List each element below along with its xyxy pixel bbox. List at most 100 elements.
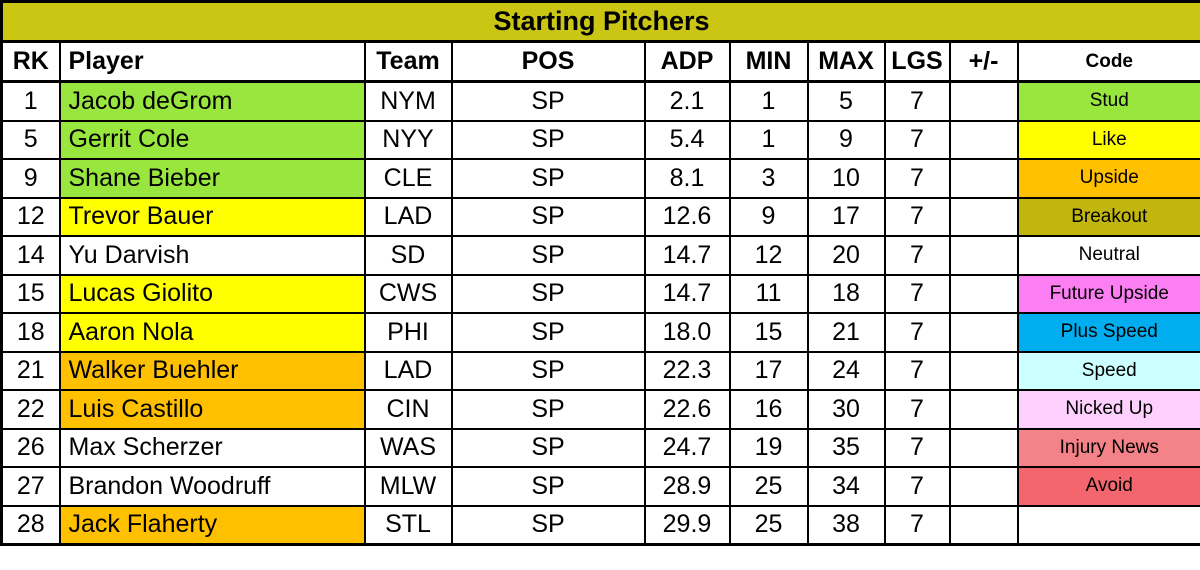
max-cell: 34	[806, 466, 886, 507]
player-cell: Jack Flaherty	[58, 504, 366, 546]
rk-cell: 21	[0, 350, 61, 391]
min-cell: 16	[728, 389, 809, 430]
starting-pitchers-table: Starting Pitchers RK Player Team POS ADP MIN M…	[0, 0, 1200, 546]
plus-minus-cell	[948, 119, 1019, 160]
plus-minus-cell	[948, 235, 1019, 276]
code-cell: Plus Speed	[1016, 312, 1200, 353]
column-header-max: MAX	[806, 40, 886, 83]
team-cell: MLW	[363, 466, 453, 507]
code-cell: Neutral	[1016, 235, 1200, 276]
min-cell: 15	[728, 312, 809, 353]
max-cell: 10	[806, 158, 886, 199]
pos-cell: SP	[450, 119, 646, 160]
rk-cell: 5	[0, 119, 61, 160]
lgs-cell: 7	[883, 427, 951, 468]
plus-minus-cell	[948, 389, 1019, 430]
lgs-cell: 7	[883, 119, 951, 160]
plus-minus-cell	[948, 80, 1019, 122]
team-cell: CWS	[363, 273, 453, 314]
rk-cell: 12	[0, 196, 61, 237]
max-cell: 38	[806, 504, 886, 546]
lgs-cell: 7	[883, 273, 951, 314]
plus-minus-cell	[948, 504, 1019, 546]
table-row: 27 Brandon Woodruff MLW SP 28.9 25 34 7 Avoid	[0, 466, 1200, 507]
pos-cell: SP	[450, 158, 646, 199]
table-row: 1 Jacob deGrom NYM SP 2.1 1 5 7 Stud	[0, 80, 1200, 122]
header-row: RK Player Team POS ADP MIN MAX LGS +/- Code	[0, 40, 1200, 83]
min-cell: 3	[728, 158, 809, 199]
column-header-code: Code	[1016, 40, 1200, 83]
team-cell: WAS	[363, 427, 453, 468]
pos-cell: SP	[450, 80, 646, 122]
code-cell: Upside	[1016, 158, 1200, 199]
table-row: 12 Trevor Bauer LAD SP 12.6 9 17 7 Breakout	[0, 196, 1200, 237]
team-cell: CLE	[363, 158, 453, 199]
player-cell: Luis Castillo	[58, 389, 366, 430]
min-cell: 12	[728, 235, 809, 276]
team-cell: PHI	[363, 312, 453, 353]
column-header-min: MIN	[728, 40, 809, 83]
adp-cell: 14.7	[643, 273, 731, 314]
adp-cell: 2.1	[643, 80, 731, 122]
table-row: 9 Shane Bieber CLE SP 8.1 3 10 7 Upside	[0, 158, 1200, 199]
column-header-team: Team	[363, 40, 453, 83]
lgs-cell: 7	[883, 350, 951, 391]
plus-minus-cell	[948, 427, 1019, 468]
table-row: 21 Walker Buehler LAD SP 22.3 17 24 7 Speed	[0, 350, 1200, 391]
max-cell: 35	[806, 427, 886, 468]
team-cell: NYY	[363, 119, 453, 160]
column-header-player: Player	[58, 40, 366, 83]
team-cell: NYM	[363, 80, 453, 122]
code-cell: Nicked Up	[1016, 389, 1200, 430]
table-row: 22 Luis Castillo CIN SP 22.6 16 30 7 Nicked Up	[0, 389, 1200, 430]
rk-cell: 18	[0, 312, 61, 353]
plus-minus-cell	[948, 196, 1019, 237]
max-cell: 21	[806, 312, 886, 353]
player-cell: Lucas Giolito	[58, 273, 366, 314]
column-header-plus-minus: +/-	[948, 40, 1019, 83]
code-cell: Future Upside	[1016, 273, 1200, 314]
adp-cell: 22.3	[643, 350, 731, 391]
pos-cell: SP	[450, 273, 646, 314]
plus-minus-cell	[948, 312, 1019, 353]
player-cell: Aaron Nola	[58, 312, 366, 353]
column-header-rk: RK	[0, 40, 61, 83]
max-cell: 30	[806, 389, 886, 430]
max-cell: 5	[806, 80, 886, 122]
player-cell: Walker Buehler	[58, 350, 366, 391]
rk-cell: 15	[0, 273, 61, 314]
max-cell: 20	[806, 235, 886, 276]
adp-cell: 24.7	[643, 427, 731, 468]
column-header-pos: POS	[450, 40, 646, 83]
code-cell: Speed	[1016, 350, 1200, 391]
adp-cell: 5.4	[643, 119, 731, 160]
max-cell: 9	[806, 119, 886, 160]
lgs-cell: 7	[883, 196, 951, 237]
rk-cell: 27	[0, 466, 61, 507]
rk-cell: 26	[0, 427, 61, 468]
lgs-cell: 7	[883, 235, 951, 276]
code-cell: Breakout	[1016, 196, 1200, 237]
plus-minus-cell	[948, 273, 1019, 314]
team-cell: SD	[363, 235, 453, 276]
player-cell: Shane Bieber	[58, 158, 366, 199]
min-cell: 17	[728, 350, 809, 391]
pos-cell: SP	[450, 235, 646, 276]
lgs-cell: 7	[883, 158, 951, 199]
min-cell: 1	[728, 119, 809, 160]
table-row: 15 Lucas Giolito CWS SP 14.7 11 18 7 Future Upsi…	[0, 273, 1200, 314]
team-cell: STL	[363, 504, 453, 546]
table-title: Starting Pitchers	[0, 0, 1200, 43]
pos-cell: SP	[450, 196, 646, 237]
pos-cell: SP	[450, 427, 646, 468]
table-row: 28 Jack Flaherty STL SP 29.9 25 38 7	[0, 504, 1200, 546]
player-cell: Gerrit Cole	[58, 119, 366, 160]
table-row: 18 Aaron Nola PHI SP 18.0 15 21 7 Plus Speed	[0, 312, 1200, 353]
player-cell: Trevor Bauer	[58, 196, 366, 237]
table-row: 14 Yu Darvish SD SP 14.7 12 20 7 Neutral	[0, 235, 1200, 276]
code-cell	[1016, 504, 1200, 546]
player-cell: Jacob deGrom	[58, 80, 366, 122]
team-cell: CIN	[363, 389, 453, 430]
code-cell: Injury News	[1016, 427, 1200, 468]
rk-cell: 22	[0, 389, 61, 430]
